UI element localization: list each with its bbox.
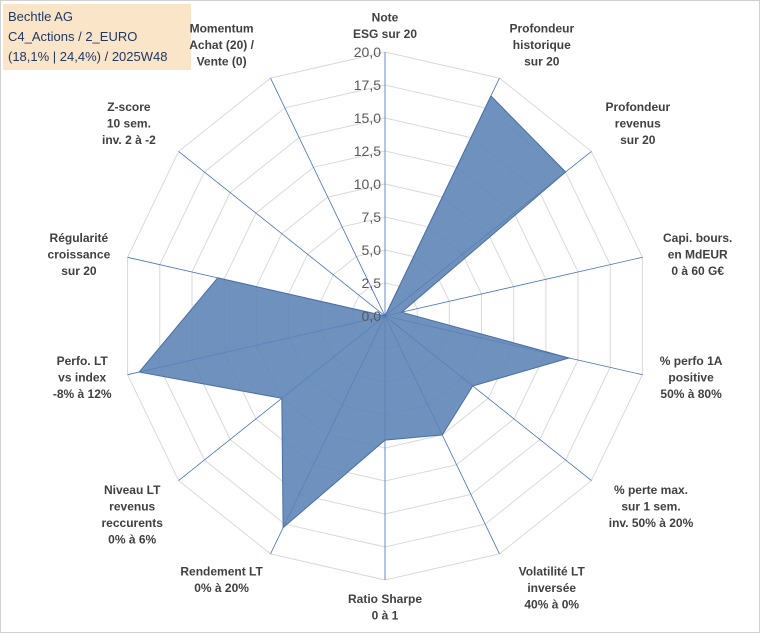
axis-label-2: Profondeur revenus sur 20: [605, 100, 670, 147]
axis-label-line: sur 20: [61, 264, 97, 278]
axis-label-line: inversée: [527, 581, 576, 595]
axis-label-line: inv. 2 à -2: [102, 133, 156, 147]
axis-label-line: % perfo 1A: [660, 354, 723, 368]
tick-label: 0,0: [362, 308, 382, 324]
axis-label-line: Vente (0): [197, 54, 247, 68]
chart-title-box: Bechtle AG C4_Actions / 2_EURO (18,1% | …: [3, 4, 191, 70]
axis-label-6: Volatilité LT inversée 40% à 0%: [519, 565, 586, 612]
axis-label-line: Régularité: [50, 231, 109, 245]
axis-label-line: 0 à 1: [372, 609, 399, 623]
radar-series: [138, 95, 571, 529]
axis-spoke-12: [178, 151, 386, 317]
axis-label-line: % perte max.: [614, 483, 688, 497]
axis-label-line: 10 sem.: [107, 116, 151, 130]
axis-label-line: positive: [668, 370, 714, 384]
axis-label-line: 0 à 60 G€: [671, 264, 724, 278]
axis-label-1: Profondeur historique sur 20: [509, 21, 574, 68]
axis-label-line: Capi. bours.: [663, 231, 732, 245]
tick-label: 7,5: [362, 209, 382, 225]
axis-label-line: 0% à 6%: [108, 533, 156, 547]
axis-label-11: Régularité croissance sur 20: [48, 231, 111, 278]
radar-axis-labels: Note ESG sur 20 Profondeur historique sur 20…: [48, 11, 733, 623]
axis-label-line: 40% à 0%: [524, 598, 579, 612]
axis-label-line: Note: [372, 11, 399, 25]
axis-label-line: Momentum: [190, 21, 254, 35]
tick-label: 15,0: [354, 110, 381, 126]
chart-title-stats: (18,1% | 24,4%) / 2025W48: [8, 49, 168, 64]
axis-label-line: 50% à 80%: [660, 387, 722, 401]
axis-label-line: revenus: [109, 500, 155, 514]
axis-label-line: Niveau LT: [104, 483, 161, 497]
axis-label-line: croissance: [48, 248, 111, 262]
axis-label-line: vs index: [58, 370, 106, 384]
tick-label: 2,5: [362, 275, 382, 291]
radar-tick-labels: 0,0 2,5 5,0 7,5 10,0 12,5 15,0 17,5 20,0: [354, 44, 381, 324]
tick-label: 5,0: [362, 242, 382, 258]
axis-label-5: % perte max. sur 1 sem. inv. 50% à 20%: [609, 483, 694, 530]
axis-label-line: Achat (20) /: [189, 38, 254, 52]
axis-label-line: sur 20: [620, 133, 656, 147]
axis-spoke-13: [270, 77, 386, 317]
tick-label: 17,5: [354, 77, 381, 93]
axis-label-8: Rendement LT 0% à 20%: [180, 565, 263, 596]
axis-label-4: % perfo 1A positive 50% à 80%: [660, 354, 723, 401]
axis-label-3: Capi. bours. en MdEUR 0 à 60 G€: [663, 231, 732, 278]
axis-label-line: reccurents: [102, 516, 164, 530]
tick-label: 20,0: [354, 44, 381, 60]
axis-label-13: Momentum Achat (20) / Vente (0): [189, 21, 254, 68]
axis-label-line: 0% à 20%: [194, 581, 249, 595]
axis-label-10: Perfo. LT vs index -8% à 12%: [53, 354, 112, 401]
axis-label-line: en MdEUR: [668, 248, 728, 262]
axis-label-line: Volatilité LT: [519, 565, 586, 579]
axis-label-line: inv. 50% à 20%: [609, 516, 694, 530]
axis-label-line: sur 20: [524, 54, 560, 68]
tick-label: 12,5: [354, 143, 381, 159]
chart-title-company: Bechtle AG: [8, 9, 74, 24]
axis-spoke-3: [384, 256, 643, 317]
axis-label-line: Perfo. LT: [57, 354, 109, 368]
axis-label-line: Z-score: [107, 100, 151, 114]
axis-label-7: Ratio Sharpe 0 à 1: [348, 592, 422, 623]
chart-title-category: C4_Actions / 2_EURO: [8, 29, 138, 44]
axis-label-line: revenus: [615, 116, 661, 130]
series-area-0: [138, 95, 571, 529]
tick-label: 10,0: [354, 176, 381, 192]
axis-label-line: Profondeur: [605, 100, 670, 114]
axis-label-line: Ratio Sharpe: [348, 592, 422, 606]
axis-label-line: historique: [513, 38, 571, 52]
axis-label-12: Z-score 10 sem. inv. 2 à -2: [102, 100, 156, 147]
axis-label-line: Profondeur: [509, 21, 574, 35]
axis-label-line: -8% à 12%: [53, 387, 112, 401]
axis-label-line: sur 1 sem.: [621, 500, 680, 514]
axis-label-0: Note ESG sur 20: [353, 11, 417, 42]
axis-label-line: Rendement LT: [180, 565, 263, 579]
axis-label-line: ESG sur 20: [353, 27, 417, 41]
axis-label-9: Niveau LT revenus reccurents 0% à 6%: [102, 483, 164, 546]
